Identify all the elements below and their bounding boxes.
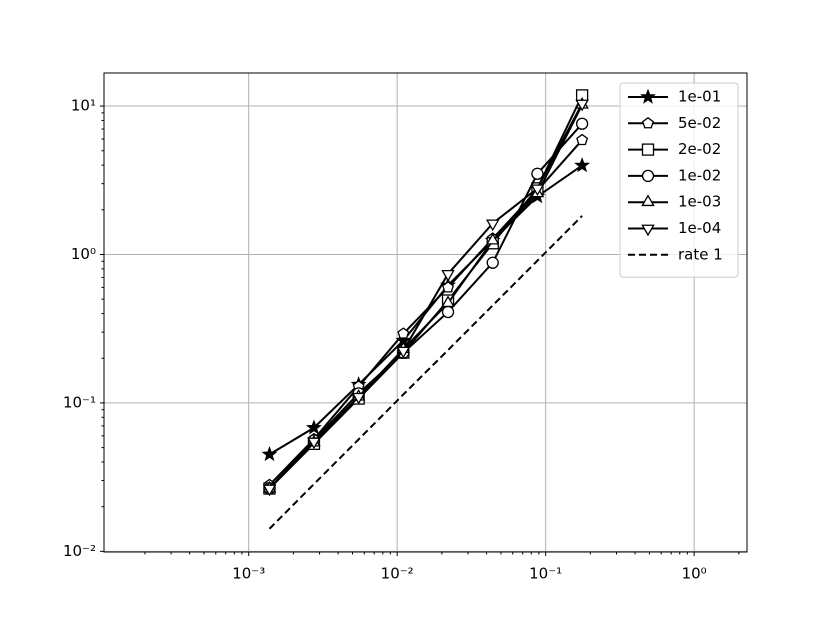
marker [576, 133, 589, 146]
legend-label: 5e-02 [678, 114, 721, 132]
marker [575, 117, 589, 130]
marker [641, 194, 655, 207]
legend-label: 1e-01 [678, 88, 721, 106]
marker [485, 219, 500, 232]
marker [641, 224, 655, 237]
marker [530, 184, 545, 197]
marker [486, 256, 499, 269]
legend: 1e-01 5e-02 2e-02 1e-02 1e-03 1e-04 rate 1 [619, 82, 739, 278]
marker [441, 269, 455, 282]
series-line [268, 123, 583, 490]
marker [307, 437, 321, 450]
marker [641, 169, 655, 183]
marker [397, 327, 410, 339]
marker [442, 281, 455, 293]
plot-frame [103, 72, 748, 553]
legend-label: 1e-03 [678, 193, 721, 211]
legend-label: rate 1 [678, 245, 723, 263]
y-tick-label: 10⁻² [63, 542, 96, 560]
marker [261, 446, 278, 462]
marker [575, 99, 589, 112]
marker [351, 392, 366, 405]
marker [641, 143, 655, 156]
marker [305, 419, 322, 435]
marker [441, 295, 455, 308]
marker [485, 232, 500, 245]
x-tick-label: 10⁻² [381, 565, 414, 583]
x-tick-label: 10⁻¹ [529, 565, 562, 583]
marker [640, 88, 656, 104]
marker [574, 157, 591, 173]
legend-label: 1e-02 [678, 166, 721, 184]
marker [642, 116, 654, 129]
legend-label: 1e-04 [678, 219, 721, 237]
series-line [268, 215, 583, 530]
series-line [268, 103, 584, 490]
marker [262, 484, 277, 497]
marker [396, 346, 411, 359]
y-tick-label: 10¹ [71, 97, 96, 115]
x-tick-label: 10⁻³ [232, 565, 265, 583]
marker [531, 167, 544, 180]
x-tick-label: 10⁰ [682, 565, 707, 583]
legend-label: 2e-02 [678, 140, 721, 158]
y-tick-label: 10⁰ [71, 245, 96, 263]
y-tick-label: 10⁻¹ [63, 393, 96, 411]
